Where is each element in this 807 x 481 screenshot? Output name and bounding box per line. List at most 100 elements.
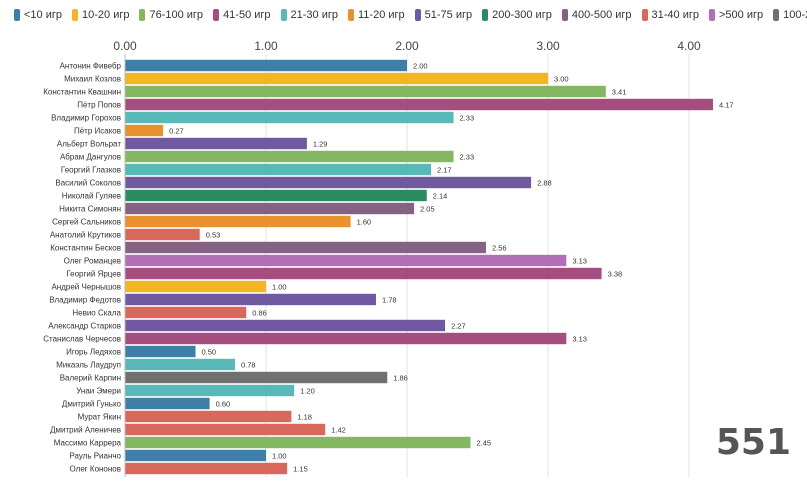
data-label: 2.17 [437,166,452,175]
bar [125,267,602,280]
bar [125,371,388,384]
category-label: Василий Соколов [55,179,121,188]
bar [125,85,606,98]
legend-item: 51-75 игр [414,6,473,24]
bar [125,72,548,85]
bar [125,98,713,111]
category-label: Георгий Глазков [61,166,121,175]
data-label: 3.41 [612,88,627,97]
bar [125,332,567,345]
bar [125,59,407,72]
legend-item: >500 игр [709,6,763,24]
frame-counter: 551 [715,422,791,463]
data-label: 2.00 [413,62,428,71]
data-label: 2.56 [492,244,507,253]
bar [125,306,247,319]
data-label: 3.13 [572,335,587,344]
bar [125,280,266,293]
legend-label: 31-40 игр [651,9,699,21]
legend-label: 100-200 игр [783,9,807,21]
data-label: 0.78 [241,361,256,370]
category-label: Станислав Черчесов [43,335,121,344]
legend: <10 игр 10-20 игр 76-100 игр 41-50 игр 21-30… [14,6,807,24]
legend-swatch [641,9,648,21]
bar [125,228,200,241]
data-label: 1.00 [272,452,287,461]
legend-swatch [213,9,220,21]
category-label: Михаил Козлов [64,75,121,84]
bar [125,397,210,410]
legend-swatch [14,9,20,21]
legend-item: 100-200 игр [773,6,807,24]
category-label: Дмитрий Аленичев [50,426,121,435]
bar [125,124,164,137]
data-label: 3.13 [572,257,587,266]
bar [125,241,486,254]
data-label: 1.60 [357,218,372,227]
data-label: 4.17 [719,101,734,110]
category-label: Альберт Вольрат [57,140,121,149]
category-label: Николай Гуляев [62,192,121,201]
legend-swatch [709,9,715,21]
bar [125,111,454,124]
bar [125,358,235,371]
legend-swatch [482,9,489,21]
legend-label: <10 игр [24,9,62,21]
x-tick-label: 0.00 [113,39,137,53]
data-label: 0.27 [169,127,184,136]
legend-swatch [139,9,146,21]
bar [125,150,454,163]
bar [125,345,196,358]
data-label: 3.00 [554,75,569,84]
category-label: Андрей Чернышов [51,283,121,292]
data-label: 1.78 [382,296,397,305]
data-label: 2.14 [433,192,448,201]
data-label: 0.53 [206,231,221,240]
bar [125,449,266,462]
x-tick-label: 1.00 [254,39,278,53]
bar [125,215,351,228]
data-label: 1.29 [313,140,328,149]
data-label: 2.27 [451,322,466,331]
data-label: 1.18 [297,413,312,422]
legend-item: 10-20 игр [72,6,129,24]
bar [125,436,471,449]
legend-swatch [280,9,287,21]
legend-item: 200-300 игр [482,6,552,24]
category-label: Константин Квашнин [43,88,121,97]
data-label: 2.33 [460,114,475,123]
category-label: Сергей Сальников [52,218,121,227]
category-label: Георгий Ярцев [66,270,121,279]
legend-swatch [348,9,354,21]
category-label: Антонин Фивебр [60,62,122,71]
category-label: Рауль Рианчо [69,452,121,461]
category-label: Унаи Эмери [76,387,121,396]
category-label: Никита Симонян [59,205,121,214]
legend-swatch [773,9,780,21]
category-label: Олег Романцев [64,257,121,266]
category-label: Олег Кононов [70,465,121,474]
legend-label: >500 игр [719,9,764,21]
legend-label: 200-300 игр [492,9,552,21]
data-label: 1.20 [300,387,315,396]
category-label: Константин Бесков [50,244,121,253]
data-label: 1.86 [393,374,408,383]
bar [125,176,532,189]
bar [125,163,431,176]
category-label: Анатолий Крутиков [50,231,121,240]
bar [125,137,307,150]
x-tick-label: 4.00 [677,39,701,53]
bar [125,319,446,332]
legend-item: 21-30 игр [280,6,338,24]
category-label: Пётр Попов [77,101,121,110]
legend-label: 51-75 игр [424,9,473,21]
category-label: Дмитрий Гунько [62,400,122,409]
category-label: Пётр Исаков [74,127,121,136]
category-label: Владимир Горохов [51,114,121,123]
data-label: 3.38 [608,270,623,279]
category-label: Владимир Федотов [49,296,121,305]
x-tick-label: 3.00 [536,39,560,53]
legend-label: 400-500 игр [571,9,632,21]
legend-item: 11-20 игр [348,6,405,24]
